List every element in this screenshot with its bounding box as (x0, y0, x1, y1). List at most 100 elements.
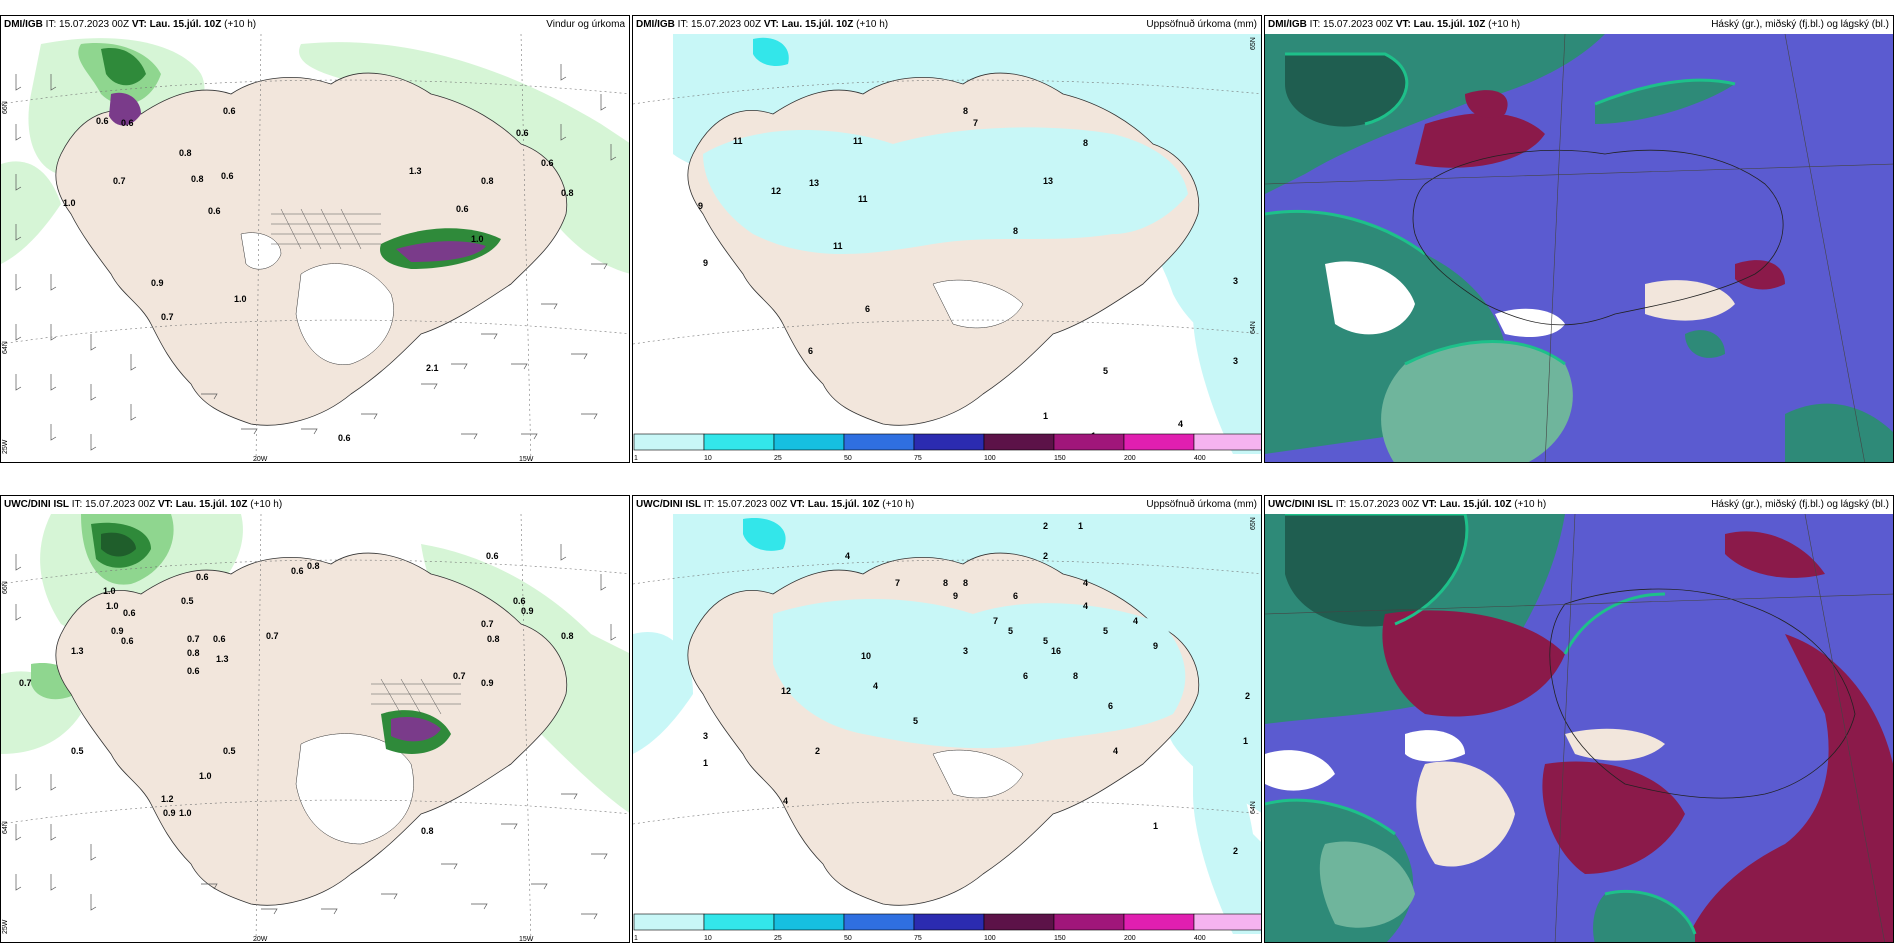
svg-text:6: 6 (1023, 671, 1028, 681)
svg-text:1: 1 (634, 455, 638, 462)
svg-text:6: 6 (865, 304, 870, 314)
svg-text:100: 100 (984, 935, 996, 942)
svg-text:0.6: 0.6 (123, 608, 136, 618)
svg-text:66N: 66N (2, 581, 9, 594)
svg-text:5: 5 (913, 716, 918, 726)
svg-text:75: 75 (914, 935, 922, 942)
svg-text:4: 4 (1113, 746, 1118, 756)
svg-text:7: 7 (895, 578, 900, 588)
svg-text:1.0: 1.0 (234, 294, 247, 304)
svg-text:8: 8 (1073, 671, 1078, 681)
model-name: DMI/IGB (1268, 19, 1307, 30)
svg-text:3: 3 (703, 731, 708, 741)
vt-value: Lau. 15.júl. 10Z (1413, 19, 1486, 30)
panel-header: UWC/DINI ISL IT: 15.07.2023 00Z VT: Lau.… (633, 496, 1261, 514)
svg-text:0.6: 0.6 (96, 116, 109, 126)
svg-text:1.3: 1.3 (409, 166, 422, 176)
svg-text:0.6: 0.6 (196, 572, 209, 582)
svg-text:8: 8 (963, 578, 968, 588)
vt-label: VT: (789, 499, 805, 510)
svg-text:0.8: 0.8 (487, 634, 500, 644)
svg-text:65N: 65N (1250, 517, 1257, 530)
svg-text:11: 11 (853, 136, 863, 146)
svg-text:0.8: 0.8 (191, 174, 204, 184)
svg-text:4: 4 (845, 551, 850, 561)
it-value: 15.07.2023 00Z (691, 19, 762, 30)
svg-text:6: 6 (808, 346, 813, 356)
svg-text:0.6: 0.6 (516, 128, 529, 138)
svg-text:9: 9 (953, 591, 958, 601)
vt-label: VT: (131, 19, 147, 30)
svg-text:0.7: 0.7 (481, 619, 494, 629)
svg-text:200: 200 (1124, 455, 1136, 462)
svg-text:0.6: 0.6 (291, 566, 304, 576)
svg-text:7: 7 (973, 118, 978, 128)
svg-text:16: 16 (1051, 646, 1061, 656)
vt-value: Lau. 15.júl. 10Z (1439, 499, 1512, 510)
svg-text:1: 1 (703, 758, 708, 768)
it-label: IT: (45, 19, 57, 30)
svg-text:25: 25 (774, 935, 782, 942)
lead-time: (+10 h) (882, 499, 915, 510)
it-label: IT: (1309, 19, 1321, 30)
svg-text:2: 2 (1245, 691, 1250, 701)
svg-text:25W: 25W (2, 439, 9, 454)
svg-text:0.6: 0.6 (513, 596, 526, 606)
model-name: DMI/IGB (4, 19, 43, 30)
svg-text:64N: 64N (1250, 321, 1257, 334)
svg-text:10: 10 (704, 935, 712, 942)
svg-text:65N: 65N (1250, 37, 1257, 50)
svg-text:1.0: 1.0 (471, 234, 484, 244)
svg-text:1: 1 (634, 935, 638, 942)
svg-text:0.9: 0.9 (163, 808, 176, 818)
svg-text:4: 4 (873, 681, 878, 691)
panel-header: UWC/DINI ISL IT: 15.07.2023 00Z VT: Lau.… (1, 496, 629, 514)
map-accum-precip: 2 1 2 4 7 8 8 9 6 4 4 5 3 5 6 7 8 16 5 4… (633, 514, 1261, 942)
product-title: Uppsöfnuð úrkoma (mm) (1146, 499, 1257, 510)
svg-text:75: 75 (914, 455, 922, 462)
svg-text:20W: 20W (253, 456, 268, 463)
svg-text:0.8: 0.8 (561, 631, 574, 641)
panel-accum-precip-uwc: UWC/DINI ISL IT: 15.07.2023 00Z VT: Lau.… (632, 495, 1262, 943)
map-wind-precip: 0.7 0.6 0.6 0.8 0.6 0.5 1.0 0.9 0.6 0.7 … (1, 514, 629, 942)
it-value: 15.07.2023 00Z (717, 499, 788, 510)
svg-text:8: 8 (1083, 138, 1088, 148)
svg-text:12: 12 (771, 186, 781, 196)
panel-header: DMI/IGB IT: 15.07.2023 00Z VT: Lau. 15.j… (1, 16, 629, 34)
panel-cloud-uwc: UWC/DINI ISL IT: 15.07.2023 00Z VT: Lau.… (1264, 495, 1894, 943)
svg-text:0.6: 0.6 (221, 171, 234, 181)
svg-text:2: 2 (1233, 846, 1238, 856)
svg-text:0.7: 0.7 (113, 176, 126, 186)
product-title: Uppsöfnuð úrkoma (mm) (1146, 19, 1257, 30)
precip-values: 0.6 0.6 0.6 0.8 0.7 0.6 0.8 0.6 0.6 0.8 … (63, 106, 574, 443)
svg-text:1.0: 1.0 (199, 771, 212, 781)
svg-text:1.3: 1.3 (71, 646, 84, 656)
map-wind-precip: 0.6 0.6 0.6 0.8 0.7 0.6 0.8 0.6 0.6 0.8 … (1, 34, 629, 463)
svg-text:11: 11 (733, 136, 743, 146)
svg-text:0.8: 0.8 (481, 176, 494, 186)
svg-text:0.9: 0.9 (481, 678, 494, 688)
svg-text:3: 3 (1233, 276, 1238, 286)
svg-text:0.6: 0.6 (187, 666, 200, 676)
svg-text:50: 50 (844, 935, 852, 942)
panel-wind-precip-dmi: DMI/IGB IT: 15.07.2023 00Z VT: Lau. 15.j… (0, 15, 630, 463)
svg-text:1: 1 (1153, 821, 1158, 831)
product-title: Háský (gr.), miðský (fj.bl.) og lágský (… (1711, 499, 1889, 510)
svg-text:0.6: 0.6 (541, 158, 554, 168)
svg-text:100: 100 (984, 455, 996, 462)
svg-text:5: 5 (1043, 636, 1048, 646)
it-value: 15.07.2023 00Z (85, 499, 156, 510)
svg-text:0.8: 0.8 (187, 648, 200, 658)
svg-text:0.6: 0.6 (208, 206, 221, 216)
svg-text:10: 10 (704, 455, 712, 462)
svg-text:9: 9 (698, 201, 703, 211)
model-name: UWC/DINI ISL (636, 499, 701, 510)
vt-value: Lau. 15.júl. 10Z (807, 499, 880, 510)
svg-text:0.9: 0.9 (521, 606, 534, 616)
svg-text:0.6: 0.6 (486, 551, 499, 561)
vt-label: VT: (763, 19, 779, 30)
product-title: Háský (gr.), miðský (fj.bl.) og lágský (… (1711, 19, 1889, 30)
vt-value: Lau. 15.júl. 10Z (149, 19, 222, 30)
svg-text:64N: 64N (2, 341, 9, 354)
svg-text:200: 200 (1124, 935, 1136, 942)
